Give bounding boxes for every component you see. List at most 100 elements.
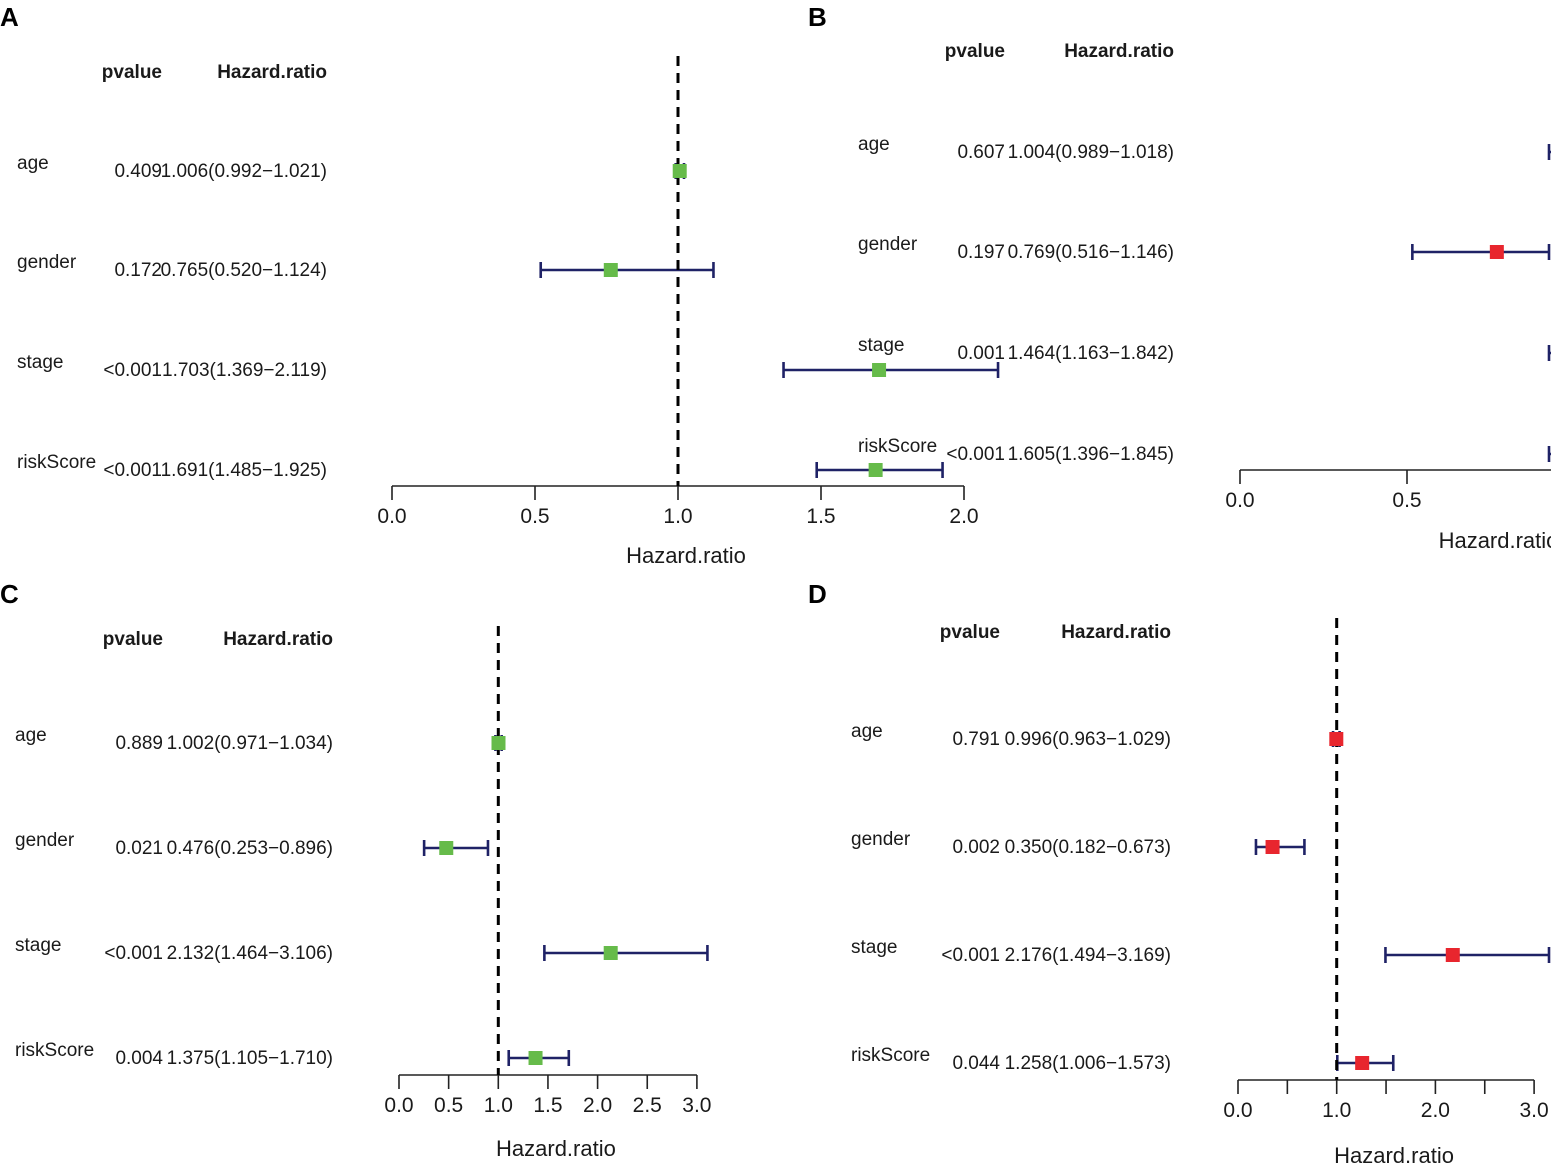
panel-letter: D [808,579,827,609]
row-pvalue: <0.001 [103,360,162,381]
x-tick-label: 2.0 [583,1094,612,1117]
x-tick-label: 0.0 [1225,489,1254,512]
row-hazard-ratio: 0.765(0.520−1.124) [161,260,327,281]
x-tick-label: 0.0 [377,505,406,528]
x-tick-label: 3.0 [1519,1099,1548,1122]
row-stage: stage <0.001 1.703(1.369−2.119) [17,352,1000,381]
hazard-ratio-header: Hazard.ratio [217,62,327,83]
row-pvalue: 0.002 [952,837,1000,858]
row-pvalue: 0.021 [115,838,163,859]
row-label: gender [851,829,911,850]
x-tick-label: 1.5 [806,505,835,528]
hr-marker-stage [872,363,887,377]
hazard-ratio-header: Hazard.ratio [1064,41,1174,62]
row-label: riskScore [851,1045,930,1066]
row-age: age 0.889 1.002(0.971−1.034) [15,725,503,754]
hr-marker-gender [603,263,618,277]
row-label: gender [15,830,75,851]
row-gender: gender 0.021 0.476(0.253−0.896) [15,830,490,859]
row-label: age [15,725,47,746]
hr-marker-gender [1489,245,1504,259]
x-axis-title: Hazard.ratio [1439,528,1551,553]
x-tick-label: 2.0 [949,505,978,528]
row-label: riskScore [15,1040,94,1061]
pvalue-header: pvalue [940,622,1000,643]
row-pvalue: 0.607 [957,142,1005,163]
row-hazard-ratio: 1.691(1.485−1.925) [161,460,327,481]
row-hazard-ratio: 0.476(0.253−0.896) [167,838,333,859]
pvalue-header: pvalue [103,629,163,650]
row-hazard-ratio: 1.002(0.971−1.034) [167,733,333,754]
hazard-ratio-header: Hazard.ratio [1061,622,1171,643]
row-label: stage [17,352,63,373]
row-pvalue: <0.001 [104,943,163,964]
row-riskscore: riskScore <0.001 1.605(1.396−1.845) [858,436,1551,465]
hr-marker-stage [1445,948,1460,962]
row-age: age 0.607 1.004(0.989−1.018) [858,134,1551,163]
x-tick-label: 0.0 [1223,1099,1252,1122]
hr-marker-gender [1265,840,1280,854]
x-axis-title: Hazard.ratio [496,1136,616,1161]
hr-marker-riskscore [528,1051,543,1065]
row-label: riskScore [17,452,96,473]
hr-marker-riskscore [868,463,883,477]
row-hazard-ratio: 1.006(0.992−1.021) [161,161,327,182]
row-gender: gender 0.002 0.350(0.182−0.673) [851,829,1306,858]
row-pvalue: <0.001 [103,460,162,481]
row-pvalue: 0.791 [952,729,1000,750]
hr-marker-age [1329,732,1344,746]
hazard-ratio-header: Hazard.ratio [223,629,333,650]
x-tick-label: 0.5 [434,1094,463,1117]
hr-marker-riskscore [1355,1056,1370,1070]
row-pvalue: 0.889 [115,733,163,754]
row-hazard-ratio: 1.605(1.396−1.845) [1008,444,1174,465]
row-label: gender [858,234,918,255]
panel-letter: C [0,579,19,609]
row-label: age [858,134,890,155]
row-pvalue: 0.172 [114,260,162,281]
x-tick-label: 1.5 [533,1094,562,1117]
row-label: stage [15,935,61,956]
row-hazard-ratio: 0.996(0.963−1.029) [1005,729,1171,750]
row-pvalue: <0.001 [946,444,1005,465]
x-tick-label: 2.0 [1421,1099,1450,1122]
x-axis-title: Hazard.ratio [1334,1143,1454,1165]
row-hazard-ratio: 1.258(1.006−1.573) [1005,1053,1171,1074]
row-hazard-ratio: 1.464(1.163−1.842) [1008,343,1174,364]
x-tick-label: 3.0 [682,1094,711,1117]
panel-letter: B [808,2,827,32]
row-riskscore: riskScore 0.004 1.375(1.105−1.710) [15,1040,571,1069]
hr-marker-stage [603,946,618,960]
x-tick-label: 0.5 [1392,489,1421,512]
row-hazard-ratio: 0.350(0.182−0.673) [1005,837,1171,858]
row-gender: gender 0.197 0.769(0.516−1.146) [858,234,1551,263]
row-label: stage [851,937,897,958]
x-tick-label: 0.5 [520,505,549,528]
x-tick-label: 1.0 [1322,1099,1351,1122]
row-hazard-ratio: 2.132(1.464−3.106) [167,943,333,964]
row-stage: stage 0.001 1.464(1.163−1.842) [858,335,1551,364]
row-hazard-ratio: 2.176(1.494−3.169) [1005,945,1171,966]
row-pvalue: 0.044 [952,1053,1000,1074]
row-hazard-ratio: 1.703(1.369−2.119) [162,360,327,381]
row-pvalue: 0.197 [957,242,1005,263]
row-hazard-ratio: 0.769(0.516−1.146) [1008,242,1174,263]
panel-b: BpvalueHazard.ratio0.00.51.01.5Hazard.ra… [808,2,1551,553]
row-pvalue: 0.004 [115,1048,163,1069]
x-tick-label: 1.0 [663,505,692,528]
x-axis-title: Hazard.ratio [626,543,746,568]
row-label: stage [858,335,904,356]
row-hazard-ratio: 1.004(0.989−1.018) [1008,142,1174,163]
row-label: age [851,721,883,742]
x-tick-label: 0.0 [384,1094,413,1117]
row-age: age 0.791 0.996(0.963−1.029) [851,721,1341,750]
row-hazard-ratio: 1.375(1.105−1.710) [167,1048,333,1069]
hr-marker-gender [439,841,454,855]
row-pvalue: <0.001 [941,945,1000,966]
row-stage: stage <0.001 2.176(1.494−3.169) [851,937,1551,966]
